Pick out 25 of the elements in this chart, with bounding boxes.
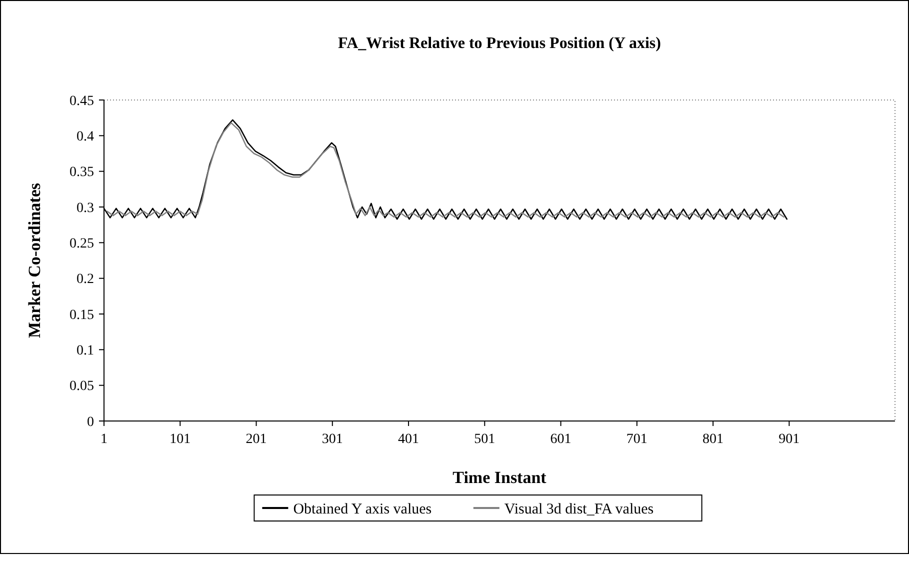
x-tick-label: 101	[170, 432, 191, 447]
x-tick-label: 301	[322, 432, 343, 447]
y-tick-label: 0.35	[70, 165, 94, 180]
x-tick-label: 1	[100, 432, 108, 447]
y-tick-label: 0.45	[70, 94, 94, 109]
y-tick-label: 0.1	[76, 344, 94, 359]
y-tick-label: 0.3	[76, 200, 94, 216]
y-tick-label: 0.4	[76, 130, 94, 145]
x-tick-label: 201	[246, 432, 267, 447]
y-tick-label: 0	[87, 414, 94, 430]
y-tick-label: 0.25	[70, 236, 94, 252]
x-tick-label: 401	[398, 432, 420, 447]
y-tick-label: 0.2	[76, 272, 94, 288]
x-tick-label: 801	[702, 432, 724, 447]
x-tick-label: 701	[626, 432, 648, 447]
legend-label: Obtained Y axis values	[293, 501, 432, 518]
x-tick-label: 501	[474, 432, 496, 447]
x-tick-label: 601	[550, 432, 572, 447]
y-tick-label: 0.05	[70, 379, 94, 394]
y-axis-title: Marker Co-ordinates	[25, 182, 44, 338]
x-axis-title: Time Instant	[452, 468, 547, 487]
x-tick-label: 901	[778, 432, 800, 447]
y-tick-label: 0.15	[70, 308, 94, 323]
legend-label: Visual 3d dist_FA values	[504, 501, 654, 518]
chart-title: FA_Wrist Relative to Previous Position (Y axis)	[338, 35, 661, 52]
